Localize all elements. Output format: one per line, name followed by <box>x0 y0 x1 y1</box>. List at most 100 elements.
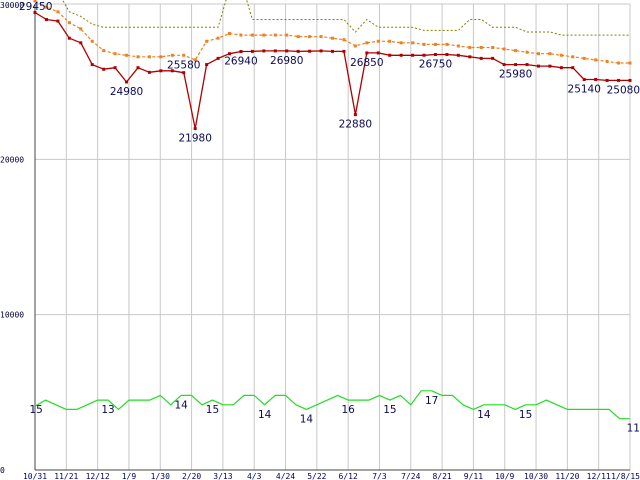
price-point <box>170 69 174 73</box>
volume-data-label: 14 <box>477 409 491 421</box>
price-point <box>502 63 506 67</box>
upper-band-point <box>422 42 426 46</box>
upper-band-point <box>308 35 312 39</box>
upper-band-point <box>193 58 197 62</box>
label-layer: 29450 24980 25580 21980 26940 26980 22880 26850… <box>19 1 640 435</box>
x-tick-label: 5/22 <box>307 472 326 480</box>
price-point <box>250 49 254 53</box>
price-point <box>56 19 60 23</box>
upper-band-point <box>571 55 575 59</box>
price-point <box>228 52 232 56</box>
x-tick-label: 10/9 <box>495 472 514 480</box>
price-point <box>388 53 392 57</box>
upper-band-point <box>67 21 71 25</box>
upper-band-point <box>319 35 323 39</box>
price-point <box>308 49 312 53</box>
price-point <box>422 53 426 57</box>
upper-band-point <box>182 53 186 57</box>
price-point <box>136 66 140 70</box>
price-point <box>67 36 71 40</box>
price-point <box>205 63 209 67</box>
marker-layer <box>33 0 632 131</box>
volume-data-label: 15 <box>519 409 532 421</box>
upper-band-point <box>353 44 357 48</box>
price-point <box>285 49 289 53</box>
price-data-label: 24980 <box>110 86 143 98</box>
volume-data-label: 15 <box>383 404 396 416</box>
price-point <box>90 63 94 67</box>
price-data-label: 25080 <box>607 84 640 96</box>
upper-band-point <box>342 38 346 42</box>
price-point <box>559 66 563 70</box>
upper-band-point <box>250 33 254 37</box>
price-point <box>365 51 369 55</box>
upper-band-point <box>285 33 289 37</box>
volume-line <box>34 390 630 420</box>
x-tick-label: 10/30 <box>524 472 548 480</box>
price-point <box>491 56 495 60</box>
price-point <box>433 52 437 56</box>
upper-band-point <box>239 33 243 37</box>
upper-band-point <box>536 52 540 56</box>
upper-band-point <box>296 35 300 39</box>
volume-data-label: 16 <box>341 404 355 416</box>
upper-band-point <box>628 61 632 65</box>
upper-band-point <box>228 32 232 36</box>
upper-band-point <box>331 36 334 40</box>
upper-band-line <box>34 0 630 64</box>
price-data-label: 25140 <box>568 83 601 95</box>
x-tick-label: 6/12 <box>339 472 358 480</box>
x-tick-label: 7/24 <box>401 472 420 480</box>
volume-data-label: 13 <box>101 404 114 416</box>
envelope-line <box>62 0 630 36</box>
price-data-label: 25980 <box>499 69 532 81</box>
upper-band-point <box>582 56 586 60</box>
volume-data-label: 11 <box>627 423 640 435</box>
x-tick-label: 8/21 <box>432 472 451 480</box>
x-tick-label: 1/9 <box>122 472 137 480</box>
upper-band-point <box>491 45 495 49</box>
price-point <box>44 18 48 22</box>
upper-band-point <box>479 45 483 49</box>
price-point <box>331 49 334 53</box>
price-point <box>102 67 106 71</box>
price-data-label: 21980 <box>178 133 211 145</box>
upper-band-point <box>44 5 48 9</box>
upper-band-point <box>205 39 209 43</box>
x-tick-label: 4/3 <box>247 472 262 480</box>
volume-data-label: 14 <box>258 409 272 421</box>
volume-data-label: 17 <box>425 395 438 407</box>
upper-band-point <box>445 42 449 46</box>
upper-band-point <box>102 49 106 53</box>
x-tick-label: 1/8/15 <box>611 472 640 480</box>
upper-band-point <box>216 36 220 40</box>
upper-band-point <box>365 41 369 45</box>
price-point <box>113 66 117 70</box>
price-point <box>456 53 460 57</box>
price-point <box>514 63 518 67</box>
price-point <box>399 53 403 57</box>
upper-band-point <box>147 55 151 59</box>
upper-band-point <box>468 45 472 49</box>
upper-band-point <box>170 53 174 57</box>
price-point <box>605 78 609 82</box>
y-tick-label: 30000 <box>0 1 24 10</box>
price-point <box>594 77 598 81</box>
price-point <box>262 49 266 53</box>
upper-band-point <box>159 55 163 59</box>
upper-band-point <box>136 55 140 59</box>
x-tick-label: 12/12 <box>86 472 110 480</box>
price-data-label: 29450 <box>19 1 52 13</box>
price-point <box>125 80 129 84</box>
x-tick-label: 10/31 <box>23 472 47 480</box>
upper-band-point <box>262 33 266 37</box>
price-point <box>468 55 472 59</box>
upper-band-point <box>79 27 83 31</box>
price-data-label: 26850 <box>350 57 383 69</box>
upper-band-point <box>399 41 403 45</box>
price-point <box>548 64 552 68</box>
x-tick-label: 1/30 <box>151 472 170 480</box>
price-point <box>159 69 163 73</box>
